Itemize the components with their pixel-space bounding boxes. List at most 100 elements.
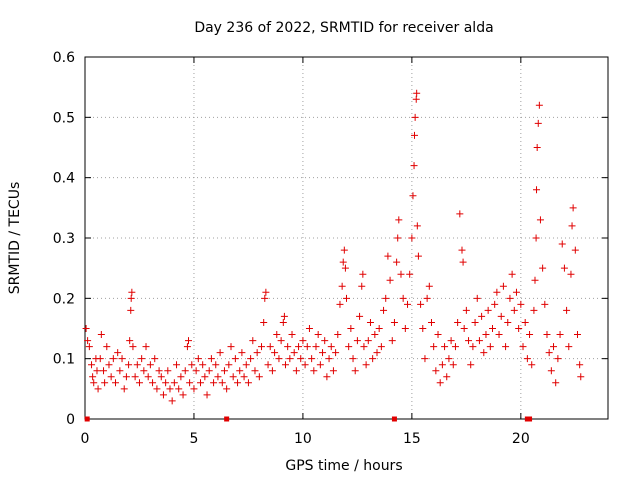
data-point [216,349,224,357]
data-point [411,113,419,121]
data-point [190,385,198,393]
data-point [577,373,585,381]
data-point [413,222,421,230]
data-point [199,361,207,369]
data-point [120,385,128,393]
data-point [207,355,215,363]
data-point [97,331,105,339]
data-point [359,270,367,278]
data-point [395,216,403,224]
data-point [504,318,512,326]
data-point [286,355,294,363]
data-point [203,391,211,399]
data-point [447,337,455,345]
data-point [434,331,442,339]
x-axis-title: GPS time / hours [285,458,402,474]
data-point [338,282,346,290]
data-point [290,349,298,357]
data-point [449,361,457,369]
data-point [384,252,392,260]
data-point [334,331,342,339]
data-point [526,331,534,339]
data-point [288,331,296,339]
data-point [401,325,409,332]
y-tick-label: 0.6 [53,50,75,66]
data-point [436,379,444,387]
data-point [531,276,539,284]
data-point [456,210,464,218]
data-point [512,288,520,296]
axis-ticks: 0 0.1 0.2 0.3 0.4 0.5 0.6 0 5 10 15 20 [53,50,608,447]
data-point [316,361,324,369]
data-point [336,300,344,308]
data-point [299,337,307,345]
data-point [340,246,348,254]
chart-title: Day 236 of 2022, SRMTID for receiver ald… [194,20,493,36]
x-tick-label: 0 [81,431,90,447]
data-point [421,355,429,363]
data-point [271,349,279,357]
data-point [179,391,187,399]
data-point [567,270,575,278]
data-point [556,331,564,339]
data-point [122,373,130,381]
data-point [85,343,93,351]
x-tick-label: 15 [403,431,421,447]
data-point [183,343,191,351]
data-point [349,355,357,363]
data-point [353,337,361,345]
data-point [406,270,414,278]
data-point [550,343,558,351]
data-point [196,379,204,387]
data-point [166,385,174,393]
x-tick-label: 10 [294,431,312,447]
data-point [517,300,525,308]
data-point [515,325,523,332]
data-point [554,355,562,363]
data-point [508,270,516,278]
data-point [394,234,402,242]
data-point [201,373,209,381]
data-point [266,343,274,351]
data-point [210,379,218,387]
data-point [116,367,124,375]
data-point [358,282,366,290]
data-point [138,355,146,363]
data-point [140,367,148,375]
data-point [89,373,97,381]
data-point [128,288,136,296]
data-point [480,349,488,357]
data-point [347,325,355,332]
data-point [142,343,150,351]
data-point [499,282,507,290]
y-tick-label: 0.2 [53,291,75,307]
data-point [486,343,494,351]
y-tick-label: 0.4 [53,171,75,187]
data-point [410,131,418,139]
data-point [489,325,497,332]
data-point [375,325,383,332]
data-point [220,367,228,375]
y-tick-label: 0 [66,412,75,428]
data-point [273,331,281,339]
data-point [225,361,233,369]
data-point [545,349,553,357]
data-point [238,349,246,357]
zero-marker [391,416,397,422]
data-point [301,361,309,369]
data-point [159,391,167,399]
data-point [535,101,543,109]
data-point [188,361,196,369]
data-point [303,343,311,351]
data-point [168,397,176,405]
data-point [264,361,272,369]
data-point [332,349,340,357]
data-point [253,349,261,357]
data-point [135,379,143,387]
data-point [153,385,161,393]
data-point [218,379,226,387]
data-point [467,361,475,369]
data-point [362,361,370,369]
data-point [305,325,313,332]
